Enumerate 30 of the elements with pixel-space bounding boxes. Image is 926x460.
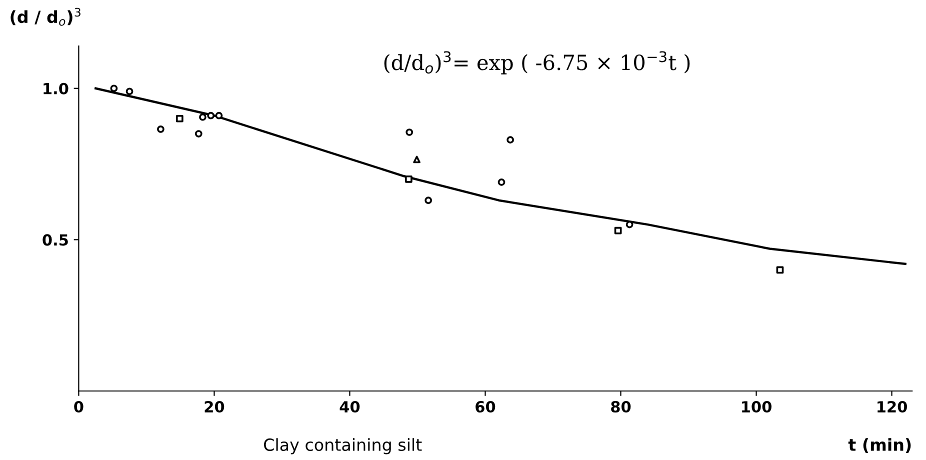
- x-tick-label: 80: [611, 400, 631, 413]
- point: [406, 128, 414, 136]
- point: [110, 84, 118, 92]
- x-axis-title: t (min): [848, 438, 911, 453]
- point: [207, 112, 215, 120]
- point: [498, 178, 506, 186]
- point: [199, 113, 206, 121]
- point: [614, 226, 622, 234]
- point: [413, 156, 420, 164]
- y-tick-label: 1.0: [44, 82, 68, 94]
- y-axis-title: (d / d$_{o}$)$^{3}$: [10, 8, 80, 26]
- point: [506, 136, 514, 144]
- point: [405, 175, 412, 183]
- text: Clay containing silt: [264, 438, 422, 454]
- point: [424, 196, 432, 204]
- point: [776, 266, 784, 274]
- x-tick-label: 60: [476, 400, 496, 413]
- point: [194, 130, 202, 138]
- point: [215, 112, 223, 120]
- line-series: [94, 87, 906, 266]
- x-tick-label: 100: [742, 400, 772, 413]
- point: [126, 88, 134, 96]
- x-tick-label: 40: [340, 400, 360, 413]
- x-tick-label: 20: [204, 400, 224, 413]
- x-tick-label: 120: [878, 400, 907, 413]
- y-tick-label: 0.5: [42, 234, 68, 246]
- chart-title: (d/d$_{o}$)$^{3}$= exp ( -6.75 × 10$^{−3}$t ): [384, 51, 690, 74]
- x-tick-label: 0: [74, 400, 84, 413]
- point: [157, 126, 164, 133]
- point: [176, 114, 184, 122]
